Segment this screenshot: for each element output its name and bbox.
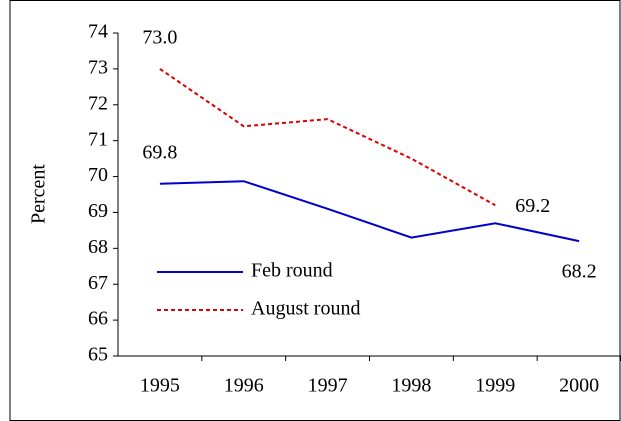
legend-label: Feb round xyxy=(251,260,333,282)
data-label: 68.2 xyxy=(562,261,597,283)
y-axis-title: Percent xyxy=(28,164,50,224)
y-tick-label: 73 xyxy=(88,56,108,78)
x-tick-label: 1999 xyxy=(475,375,515,397)
legend-label: August round xyxy=(251,298,360,320)
series-line xyxy=(159,68,496,207)
x-tick-label: 2000 xyxy=(559,375,599,397)
y-tick-label: 65 xyxy=(88,344,108,366)
y-tick-label: 69 xyxy=(88,200,108,222)
y-tick-label: 72 xyxy=(88,92,108,114)
x-tick-label: 1998 xyxy=(391,375,431,397)
y-tick-label: 74 xyxy=(88,21,108,43)
x-tick-label: 1995 xyxy=(140,375,180,397)
x-tick-label: 1996 xyxy=(224,375,264,397)
y-tick-label: 67 xyxy=(88,272,108,294)
data-label: 73.0 xyxy=(142,26,177,48)
data-label: 69.8 xyxy=(142,141,177,163)
y-tick-label: 68 xyxy=(88,236,108,258)
series-line xyxy=(159,180,580,243)
y-tick-label: 71 xyxy=(88,128,108,150)
y-tick-label: 66 xyxy=(88,308,108,330)
y-tick-label: 70 xyxy=(88,164,108,186)
x-tick-label: 1997 xyxy=(308,375,348,397)
data-label: 69.2 xyxy=(515,195,550,217)
